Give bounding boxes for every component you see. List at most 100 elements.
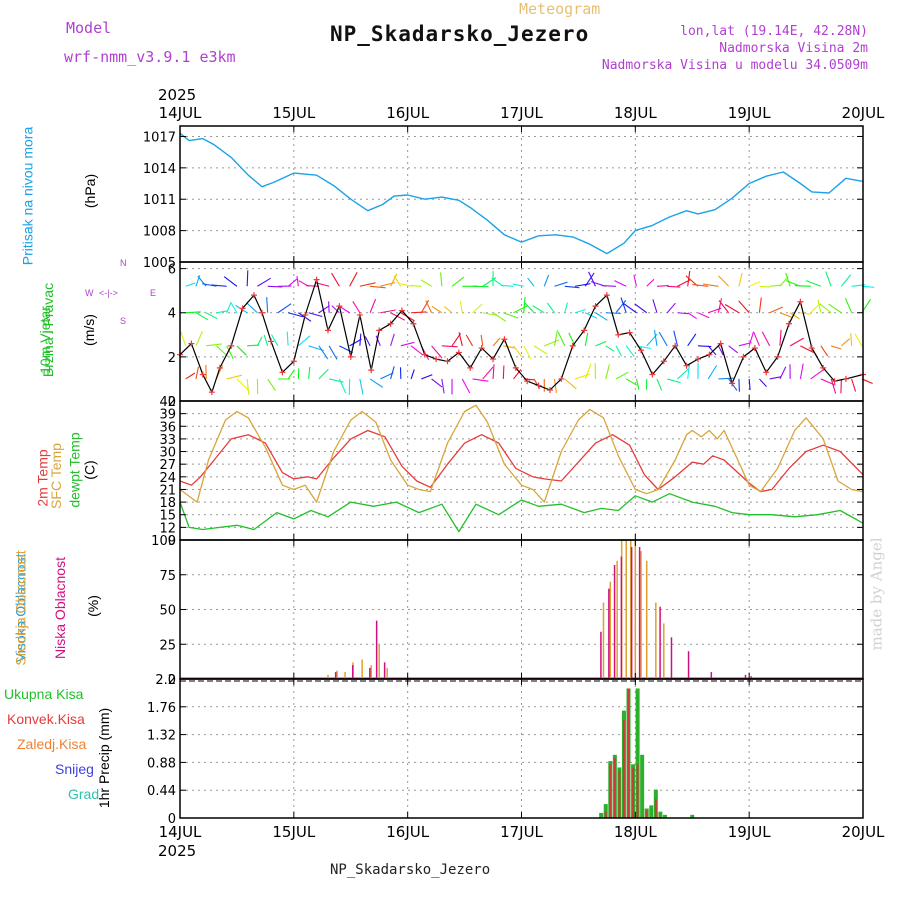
y-tick-label: 75 bbox=[159, 569, 176, 584]
compass-w-label: W bbox=[85, 288, 94, 298]
y-tick-label: 27 bbox=[159, 458, 176, 473]
wind-direction-arrow bbox=[410, 345, 424, 356]
wind-direction-arrow bbox=[851, 378, 857, 392]
wind-direction-arrow bbox=[687, 312, 697, 320]
wind-direction-arrow bbox=[738, 342, 752, 347]
wind-speed-marker bbox=[324, 327, 331, 334]
temp-ylabel-dewpt: dewpt Temp bbox=[66, 432, 83, 508]
data-layer bbox=[177, 132, 875, 818]
wind-direction-arrow bbox=[465, 334, 474, 347]
wind-direction-arrow bbox=[667, 378, 681, 384]
wind-speed-marker bbox=[433, 356, 440, 363]
precip-conv-bar bbox=[632, 767, 635, 818]
y-tick-label: 2 bbox=[168, 351, 176, 366]
wind-direction-arrow bbox=[527, 277, 535, 287]
wind-direction-arrow bbox=[400, 341, 415, 347]
legend-ukupna-kisa: Ukupna Kisa bbox=[4, 686, 84, 702]
wind-direction-arrow bbox=[828, 303, 842, 314]
wind-direction-arrow bbox=[758, 297, 762, 313]
wind-speed-marker bbox=[188, 340, 195, 347]
x-date-label-top: 18JUL bbox=[614, 104, 657, 122]
wind-direction-arrow bbox=[614, 280, 627, 287]
wind-direction-arrow bbox=[263, 334, 269, 347]
wind-direction-arrow bbox=[185, 282, 196, 287]
wind-direction-arrow bbox=[564, 285, 580, 289]
wind-ylabel-2: Brzina i Pravac bbox=[40, 282, 57, 378]
wind-direction-arrow bbox=[390, 273, 398, 287]
wind-direction-arrow bbox=[620, 297, 627, 313]
wind-speed-marker bbox=[626, 329, 633, 336]
model-label: Model bbox=[66, 19, 112, 37]
wind-direction-arrow bbox=[759, 285, 770, 288]
model-name: wrf-nmm_v3.9.1 e3km bbox=[64, 48, 236, 66]
wind-direction-arrow bbox=[411, 311, 427, 314]
pressure-unit: (hPa) bbox=[82, 173, 99, 209]
wind-direction-arrow bbox=[769, 284, 781, 287]
y-tick-label: 1005 bbox=[143, 256, 176, 271]
wind-speed-marker bbox=[558, 375, 565, 382]
wind-direction-arrow bbox=[480, 334, 484, 346]
wind-speed-marker bbox=[717, 340, 724, 347]
model-elevation-readout: Nadmorska Visina u modelu 34.0509m bbox=[601, 58, 868, 73]
wind-direction-arrow bbox=[656, 378, 663, 391]
wind-direction-arrow bbox=[492, 312, 507, 322]
wind-direction-arrow bbox=[246, 302, 258, 314]
panel-frames bbox=[179, 125, 864, 819]
wind-direction-arrow bbox=[331, 305, 340, 314]
wind-direction-arrow bbox=[769, 376, 782, 380]
wind-direction-arrow bbox=[779, 312, 793, 318]
wind-direction-arrow bbox=[635, 378, 640, 390]
wind-direction-arrow bbox=[785, 272, 791, 287]
precip-total-bar bbox=[635, 688, 640, 818]
wind-direction-arrow bbox=[646, 278, 655, 287]
wind-direction-arrow bbox=[441, 345, 458, 348]
wind-speed-marker bbox=[751, 345, 758, 352]
precip-conv-bar bbox=[622, 720, 625, 818]
wind-speed-marker bbox=[387, 320, 394, 327]
wind-direction-arrow bbox=[246, 378, 250, 395]
pressure-line bbox=[179, 132, 864, 255]
precip-conv-bar bbox=[645, 810, 648, 818]
wind-direction-arrow bbox=[666, 302, 676, 314]
wind-direction-arrow bbox=[584, 332, 589, 346]
y-tick-label: 33 bbox=[159, 433, 176, 448]
wind-direction-arrow bbox=[380, 372, 394, 380]
y-tick-label: 100 bbox=[151, 534, 176, 549]
wind-speed-marker bbox=[592, 303, 599, 310]
wind-direction-arrow bbox=[623, 303, 637, 314]
compass-s-label: S bbox=[120, 316, 127, 326]
wind-direction-arrow bbox=[748, 332, 754, 347]
wind-direction-arrow bbox=[420, 299, 430, 314]
wind-direction-arrow bbox=[544, 339, 560, 347]
wind-direction-arrow bbox=[266, 297, 269, 313]
y-tick-label: 1.76 bbox=[147, 701, 176, 716]
wind-direction-arrow bbox=[410, 369, 415, 380]
wind-direction-arrow bbox=[584, 363, 592, 380]
wind-direction-arrow bbox=[206, 343, 223, 347]
wind-direction-arrow bbox=[431, 305, 443, 314]
wind-speed-marker bbox=[660, 358, 667, 365]
wind-speed-marker bbox=[649, 371, 656, 378]
wind-direction-arrow bbox=[717, 298, 723, 313]
precip-conv-bar bbox=[604, 811, 607, 818]
wind-direction-arrow bbox=[195, 366, 200, 380]
wind-direction-arrow bbox=[339, 345, 353, 353]
y-tick-label: 1014 bbox=[143, 162, 176, 177]
y-tick-label: 18 bbox=[159, 496, 176, 511]
wind-direction-arrow bbox=[584, 272, 595, 287]
wind-direction-arrow bbox=[799, 363, 804, 380]
wind-direction-arrow bbox=[810, 304, 820, 314]
wind-speed-marker bbox=[569, 342, 576, 349]
wind-direction-arrow bbox=[492, 337, 501, 347]
wind-speed-marker bbox=[842, 375, 849, 382]
wind-speed-marker bbox=[478, 345, 485, 352]
wind-direction-arrow bbox=[390, 333, 395, 347]
wind-speed-marker bbox=[763, 369, 770, 376]
wind-speed-marker bbox=[199, 371, 206, 378]
wind-direction-arrow bbox=[287, 369, 295, 380]
wind-speed-marker bbox=[524, 378, 531, 385]
wind-direction-arrow bbox=[440, 272, 443, 287]
lonlat-readout: lon,lat (19.14E, 42.28N) bbox=[680, 24, 868, 39]
wind-speed-marker bbox=[302, 311, 309, 318]
wind-speed-marker bbox=[797, 298, 804, 305]
